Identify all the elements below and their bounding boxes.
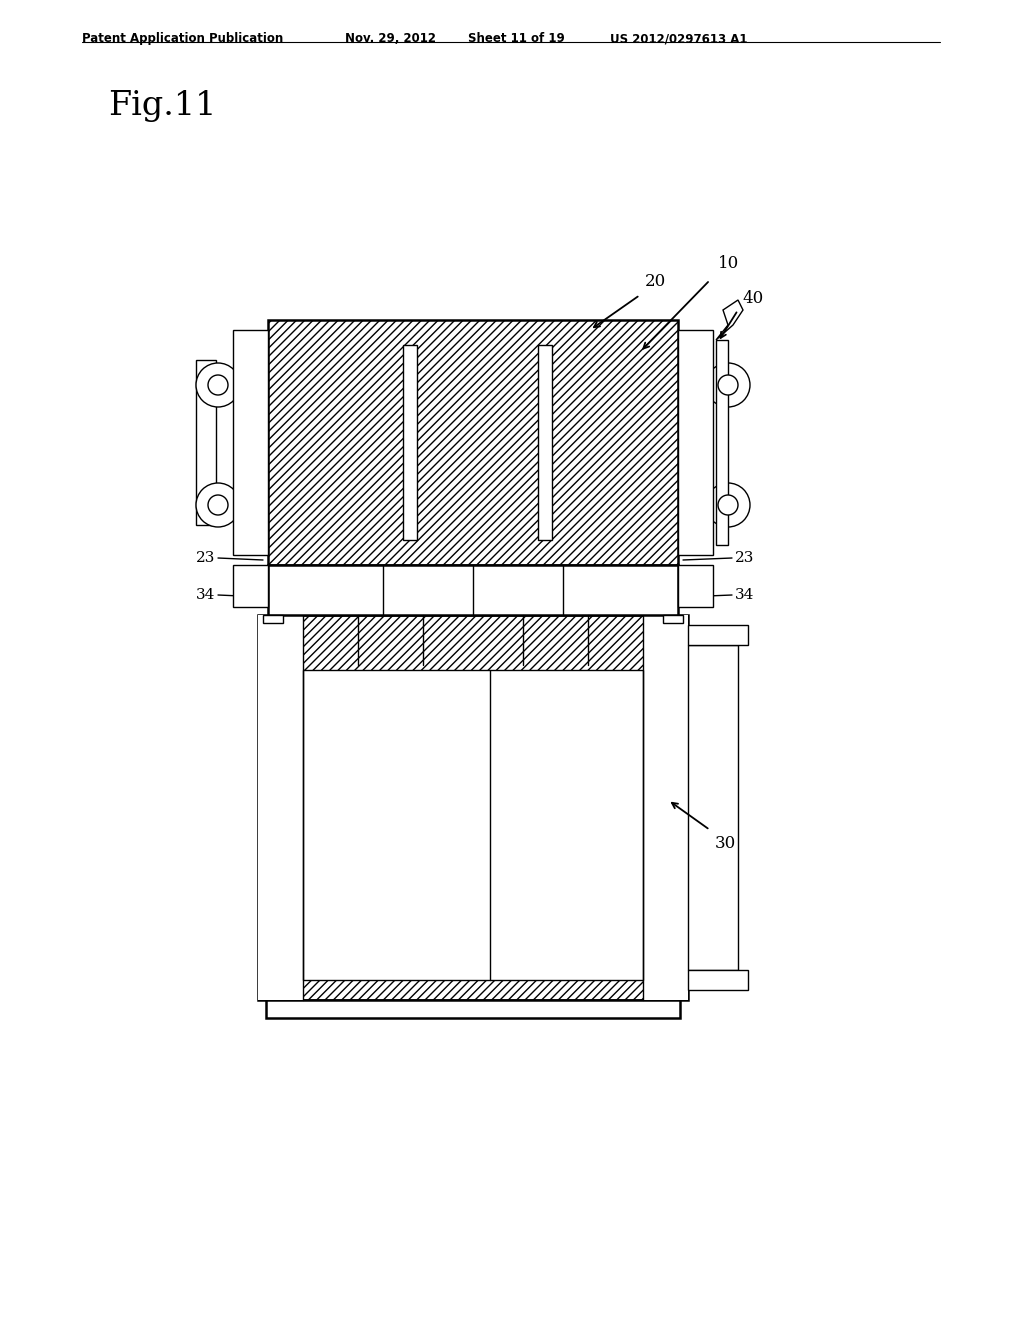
Text: 10: 10 bbox=[718, 255, 739, 272]
Text: 23: 23 bbox=[735, 550, 755, 565]
Bar bbox=[663, 615, 683, 623]
Circle shape bbox=[208, 375, 228, 395]
Bar bbox=[403, 345, 417, 540]
Bar bbox=[266, 1001, 680, 1018]
Circle shape bbox=[706, 363, 750, 407]
Text: 20: 20 bbox=[645, 273, 667, 290]
Text: US 2012/0297613 A1: US 2012/0297613 A1 bbox=[610, 32, 748, 45]
Bar bbox=[263, 615, 283, 623]
Bar bbox=[303, 671, 643, 979]
Bar bbox=[233, 565, 268, 607]
Bar bbox=[688, 645, 738, 970]
Bar bbox=[688, 970, 748, 990]
Circle shape bbox=[718, 495, 738, 515]
Bar bbox=[268, 319, 678, 565]
Text: 34: 34 bbox=[196, 587, 215, 602]
Circle shape bbox=[196, 483, 240, 527]
Bar bbox=[258, 615, 303, 1001]
Bar bbox=[716, 341, 728, 545]
Bar bbox=[678, 565, 713, 607]
Text: Nov. 29, 2012: Nov. 29, 2012 bbox=[345, 32, 436, 45]
Bar bbox=[688, 624, 748, 645]
Text: Patent Application Publication: Patent Application Publication bbox=[82, 32, 284, 45]
Circle shape bbox=[718, 375, 738, 395]
Text: 23: 23 bbox=[196, 550, 215, 565]
Circle shape bbox=[208, 495, 228, 515]
Bar bbox=[268, 565, 678, 615]
Bar bbox=[258, 615, 688, 1001]
Bar bbox=[678, 330, 713, 554]
Bar bbox=[196, 360, 216, 525]
Text: 30: 30 bbox=[715, 836, 736, 851]
Text: Sheet 11 of 19: Sheet 11 of 19 bbox=[468, 32, 565, 45]
Bar bbox=[233, 330, 268, 554]
Text: Fig.11: Fig.11 bbox=[108, 90, 216, 121]
Text: 34: 34 bbox=[735, 587, 755, 602]
Circle shape bbox=[706, 483, 750, 527]
Bar bbox=[643, 615, 688, 1001]
Text: 40: 40 bbox=[742, 290, 763, 308]
Circle shape bbox=[196, 363, 240, 407]
Bar bbox=[538, 345, 552, 540]
Polygon shape bbox=[716, 300, 743, 341]
